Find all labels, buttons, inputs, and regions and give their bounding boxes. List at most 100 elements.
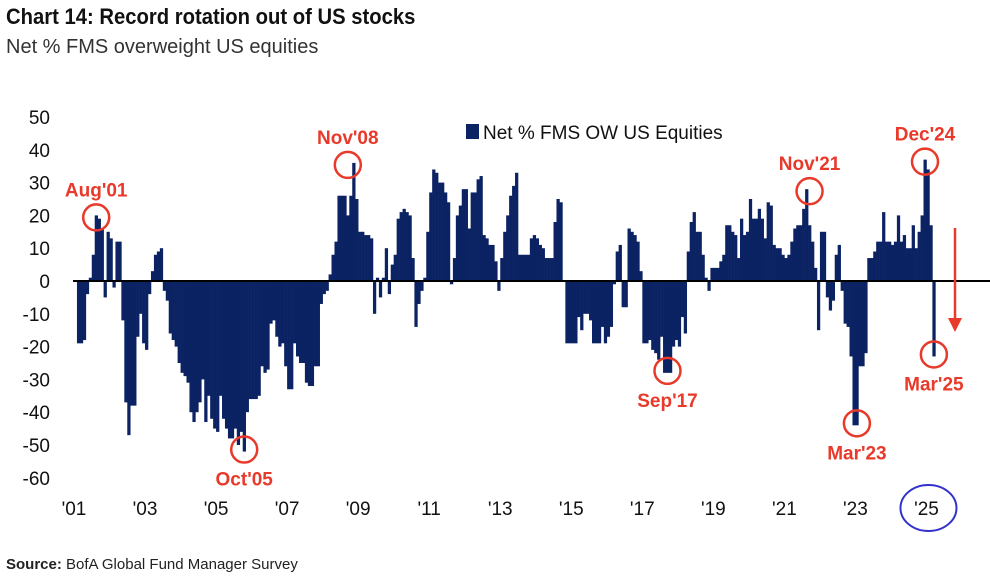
bar <box>621 281 625 308</box>
bar <box>627 228 631 281</box>
bar <box>242 281 246 452</box>
bar <box>784 258 788 281</box>
bar <box>88 277 93 281</box>
x-tick-label: '23 <box>843 499 868 520</box>
bar <box>222 281 226 419</box>
bar <box>248 281 252 400</box>
bar <box>301 281 306 363</box>
bar <box>728 225 732 281</box>
bar <box>911 225 915 281</box>
bar <box>828 281 833 311</box>
bar <box>506 215 510 281</box>
bar <box>260 281 264 367</box>
bar <box>802 208 806 281</box>
y-tick-label: 20 <box>29 206 50 227</box>
bar <box>603 281 608 344</box>
bar <box>592 281 596 344</box>
bar <box>609 281 614 327</box>
bar <box>313 281 318 367</box>
bar <box>331 254 335 281</box>
bar <box>290 281 294 390</box>
bar <box>902 235 907 281</box>
bar <box>923 159 927 281</box>
bar <box>337 195 341 281</box>
bar <box>130 281 134 406</box>
x-tick-label: '15 <box>559 499 584 520</box>
bar <box>375 277 380 281</box>
bar <box>565 281 569 344</box>
bar <box>509 195 513 281</box>
bar <box>195 281 199 413</box>
bar <box>742 235 747 281</box>
bar <box>529 238 534 281</box>
bar <box>349 195 353 281</box>
bar <box>837 244 841 281</box>
bar <box>781 254 785 281</box>
bar <box>745 231 750 281</box>
bar <box>121 281 125 321</box>
annotation-label: Dec'24 <box>895 125 956 146</box>
bar <box>213 281 217 429</box>
legend-swatch <box>466 124 479 139</box>
bar <box>574 281 578 344</box>
annotation-circle <box>81 203 111 232</box>
y-tick-label: 10 <box>29 239 50 260</box>
bar <box>538 244 542 281</box>
bar <box>822 231 827 281</box>
annotation-label: Nov'21 <box>779 154 841 175</box>
bar <box>645 281 649 344</box>
bar <box>435 172 439 281</box>
bar <box>361 231 365 281</box>
annotation-label: Aug'01 <box>65 180 128 201</box>
bar <box>420 281 424 291</box>
bar <box>171 281 175 341</box>
x-tick-label: '11 <box>418 499 441 520</box>
bar <box>91 254 96 281</box>
bar <box>482 235 486 281</box>
bar <box>589 281 593 321</box>
bar <box>663 281 667 373</box>
bar <box>76 281 81 344</box>
bar <box>328 274 332 281</box>
bar <box>343 195 347 281</box>
bar <box>207 281 211 396</box>
bar <box>556 199 560 281</box>
bar <box>180 281 184 373</box>
bar <box>864 281 868 354</box>
bar <box>805 189 809 281</box>
bar <box>325 281 329 291</box>
bar <box>103 281 107 298</box>
bar <box>441 182 445 281</box>
bar <box>263 281 267 373</box>
bar <box>284 281 288 367</box>
bar <box>731 231 735 281</box>
bar <box>515 172 519 281</box>
bar <box>429 192 433 281</box>
annotation-circle <box>919 340 949 369</box>
bar <box>559 202 563 281</box>
bar <box>82 281 87 341</box>
bar <box>654 281 658 354</box>
bar <box>189 281 193 413</box>
annotation-circle <box>795 176 824 206</box>
x-tick-label: '17 <box>630 499 655 520</box>
bar <box>85 281 90 295</box>
bar <box>293 281 297 344</box>
bar <box>316 281 320 367</box>
bar <box>364 235 368 281</box>
bar <box>639 271 643 281</box>
bar <box>444 192 448 281</box>
bar <box>118 241 122 281</box>
bar <box>426 231 430 281</box>
bar <box>491 244 495 281</box>
bar <box>808 225 812 281</box>
bar <box>796 225 800 281</box>
bar <box>568 281 572 344</box>
bar <box>523 254 528 281</box>
y-tick-label: -60 <box>23 469 50 490</box>
bar <box>216 281 220 432</box>
bar <box>449 281 454 285</box>
bar <box>230 281 235 439</box>
bar <box>455 215 460 281</box>
bar <box>319 281 323 304</box>
